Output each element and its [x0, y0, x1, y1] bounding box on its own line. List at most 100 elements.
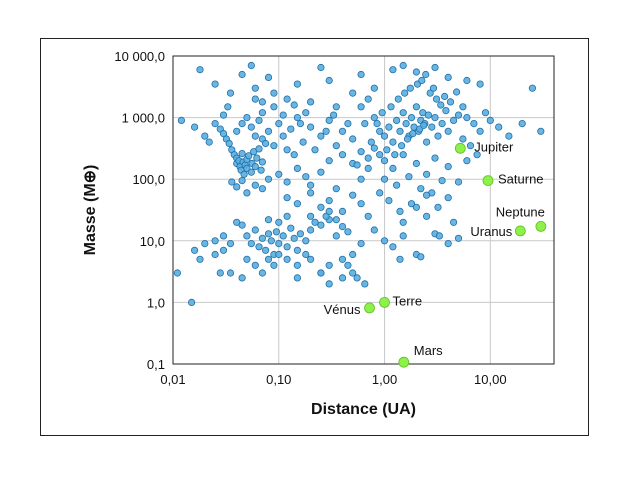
exoplanet-point	[505, 132, 513, 140]
exoplanet-point	[417, 253, 425, 261]
exoplanet-point	[357, 175, 365, 183]
exoplanet-point	[205, 138, 213, 146]
exoplanet-point	[392, 116, 401, 125]
exoplanet-point	[306, 123, 315, 131]
exoplanet-point	[283, 255, 291, 263]
exoplanet-point	[253, 154, 261, 162]
exoplanet-point	[446, 98, 455, 106]
exoplanet-point	[255, 116, 263, 125]
exoplanet-point	[201, 240, 209, 248]
exoplanet-point	[424, 111, 432, 119]
exoplanet-point	[332, 103, 340, 111]
exoplanet-point	[238, 70, 246, 79]
exoplanet-point	[258, 269, 266, 277]
exoplanet-point	[432, 95, 441, 103]
exoplanet-point	[243, 189, 251, 197]
exoplanet-point	[444, 73, 452, 82]
exoplanet-point	[364, 154, 372, 162]
exoplanet-point	[238, 150, 246, 158]
exoplanet-point	[364, 212, 372, 220]
exoplanet-point	[247, 61, 255, 70]
exoplanet-point	[302, 237, 310, 245]
exoplanet-point	[449, 218, 458, 226]
exoplanet-point	[397, 142, 406, 150]
exoplanet-point	[306, 226, 315, 234]
y-tick-label: 10 000,0	[114, 49, 165, 64]
exoplanet-point	[270, 89, 278, 97]
exoplanet-point	[349, 135, 357, 143]
exoplanet-point	[349, 89, 357, 97]
exoplanet-point	[412, 103, 420, 111]
exoplanet-point	[311, 218, 319, 226]
exoplanet-point	[238, 120, 246, 128]
exoplanet-point	[435, 232, 443, 240]
exoplanet-point	[407, 114, 416, 122]
exoplanet-point	[394, 95, 402, 103]
exoplanet-point	[287, 125, 295, 133]
exoplanet-point	[238, 274, 246, 282]
exoplanet-point	[325, 157, 333, 165]
exoplanet-point	[396, 255, 404, 263]
exoplanet-point	[293, 261, 301, 269]
planet-point-mars	[398, 356, 410, 368]
exoplanet-point	[270, 103, 278, 111]
exoplanet-point	[434, 203, 442, 211]
exoplanet-point	[357, 148, 365, 156]
planet-label-uranus: Uranus	[470, 224, 512, 239]
exoplanet-point	[370, 226, 378, 234]
exoplanet-point	[528, 84, 536, 92]
exoplanet-point	[412, 159, 420, 168]
exoplanet-point	[412, 203, 420, 211]
planet-point-jupiter	[454, 142, 466, 154]
exoplanet-point	[370, 144, 378, 152]
exoplanet-point	[422, 138, 431, 146]
exoplanet-point	[454, 234, 463, 242]
exoplanet-point	[290, 101, 298, 109]
exoplanet-point	[258, 158, 266, 166]
y-axis-ticks: 0,1 1,0 10,0 100,0 1 000,0 10 000,0	[114, 49, 165, 372]
exoplanet-point	[325, 116, 333, 125]
exoplanet-point	[422, 170, 431, 178]
planet-point-uranus	[514, 225, 526, 237]
exoplanet-point	[240, 170, 248, 178]
exoplanet-point	[247, 168, 255, 176]
exoplanet-point	[317, 269, 325, 277]
exoplanet-point	[283, 178, 291, 186]
exoplanet-point	[370, 114, 378, 122]
exoplanet-point	[431, 63, 439, 72]
exoplanet-point	[391, 151, 399, 159]
exoplanet-point	[306, 212, 315, 220]
planet-label-mars: Mars	[414, 343, 443, 358]
exoplanet-point	[302, 109, 310, 117]
exoplanet-point	[293, 80, 301, 88]
exoplanet-point	[247, 240, 255, 248]
exoplanet-point	[191, 246, 199, 254]
exoplanet-point	[293, 164, 301, 172]
exoplanet-point	[349, 191, 357, 199]
exoplanet-point	[463, 114, 471, 122]
exoplanet-point	[233, 183, 241, 191]
exoplanet-point	[238, 177, 246, 185]
exoplanet-point	[243, 232, 251, 240]
exoplanet-point	[399, 151, 407, 159]
exoplanet-point	[463, 157, 471, 165]
exoplanet-point	[296, 230, 304, 238]
plot-area	[172, 55, 555, 365]
y-tick-label: 1,0	[147, 295, 165, 310]
planet-point-neptune	[535, 220, 547, 232]
exoplanet-point	[272, 228, 280, 236]
exoplanet-point	[444, 240, 452, 248]
exoplanet-point	[444, 194, 452, 202]
exoplanet-point	[275, 218, 283, 226]
exoplanet-point	[438, 120, 446, 128]
exoplanet-point	[238, 221, 246, 229]
exoplanet-point	[279, 111, 287, 119]
exoplanet-point	[290, 151, 298, 159]
exoplanet-point	[293, 200, 301, 208]
exoplanet-point	[257, 166, 265, 174]
exoplanet-point	[243, 255, 251, 263]
exoplanet-point	[279, 132, 287, 140]
exoplanet-point	[243, 114, 251, 122]
exoplanet-point	[317, 221, 325, 229]
exoplanet-point	[444, 163, 452, 171]
